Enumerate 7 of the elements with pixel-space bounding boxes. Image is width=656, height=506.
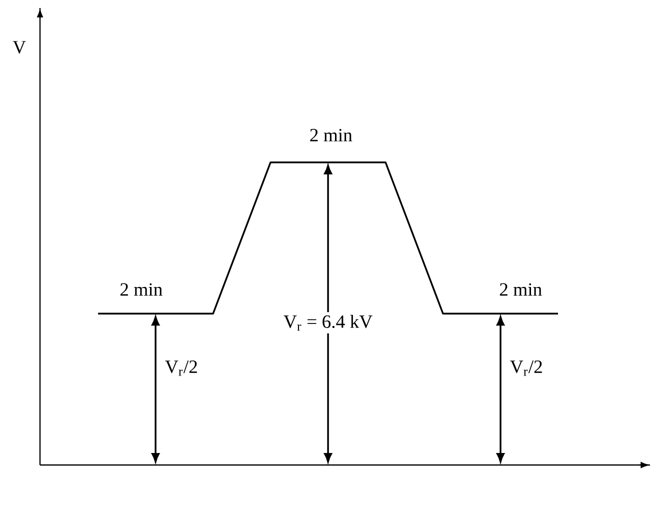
annotation: V$_{r}$/2 [510,360,542,376]
annotation: 2 min [500,283,542,296]
annotation: V$_{r}$/2 [165,360,197,376]
annotation: V$_{r}$ = 6.4 kV [284,314,372,331]
annotation: 2 min [120,283,162,296]
text: 2 min [310,128,352,142]
text: V [12,41,26,54]
